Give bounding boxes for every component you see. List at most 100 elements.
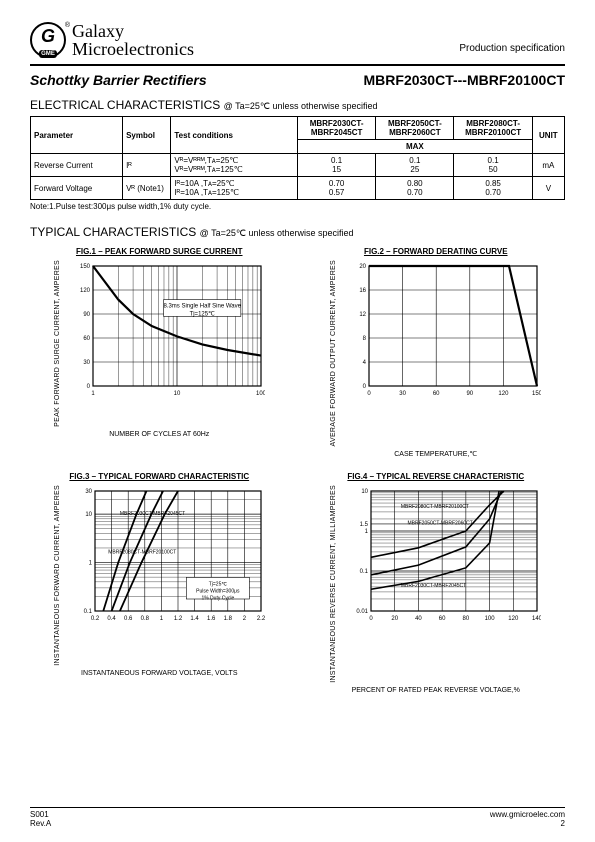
cell-cond: Vᴿ=Vᴿᴿᴹ,Tᴀ=25℃ Vᴿ=Vᴿᴿᴹ,Tᴀ=125℃ xyxy=(171,154,298,177)
cell-sym: Iᴿ xyxy=(123,154,171,177)
logo-icon: G ® GME xyxy=(30,22,66,58)
footer-right2: 2 xyxy=(561,819,565,828)
svg-text:MBRF2080CT-MBRF20100CT: MBRF2080CT-MBRF20100CT xyxy=(108,550,176,556)
svg-text:60: 60 xyxy=(433,391,440,397)
company-line1: Galaxy xyxy=(72,22,194,40)
th-parameter: Parameter xyxy=(31,117,123,154)
svg-text:0.01: 0.01 xyxy=(357,609,369,615)
svg-text:0.4: 0.4 xyxy=(107,616,116,622)
th-max: MAX xyxy=(297,140,532,154)
svg-text:1: 1 xyxy=(91,391,95,397)
svg-text:1: 1 xyxy=(159,616,163,622)
svg-text:40: 40 xyxy=(415,616,422,622)
typical-heading-cond: @ Ta=25℃ unless otherwise specified xyxy=(200,228,354,238)
svg-text:1.8: 1.8 xyxy=(223,616,232,622)
th-col1: MBRF2030CT- MBRF2045CT xyxy=(297,117,375,140)
table-row: Reverse Current Iᴿ Vᴿ=Vᴿᴿᴹ,Tᴀ=25℃ Vᴿ=Vᴿᴿ… xyxy=(31,154,565,177)
svg-text:10: 10 xyxy=(85,513,92,519)
table-row: Forward Voltage Vᴿ (Note1) Iᴿ=10A ,Tᴀ=25… xyxy=(31,177,565,200)
svg-text:100: 100 xyxy=(485,616,496,622)
chart-cell: FIG.3 – TYPICAL FORWARD CHARACTERISTIC IN… xyxy=(30,472,289,694)
company-line2: Microelectronics xyxy=(72,40,194,58)
chart-box: INSTANTANEOUS REVERSE CURRENT, MILLIAMPE… xyxy=(330,485,541,683)
svg-text:MBRF2050CT-MBRF2060CT: MBRF2050CT-MBRF2060CT xyxy=(408,521,473,527)
svg-text:30: 30 xyxy=(85,489,92,495)
logo-gme-badge: GME xyxy=(39,50,57,58)
svg-text:10: 10 xyxy=(173,391,180,397)
th-col3: MBRF2080CT- MBRF20100CT xyxy=(454,117,532,140)
logo-letter: G xyxy=(41,26,55,47)
chart-xlabel: INSTANTANEOUS FORWARD VOLTAGE, VOLTS xyxy=(81,670,237,677)
svg-text:4: 4 xyxy=(363,360,367,366)
cell-val: 0.115 xyxy=(297,154,375,177)
cell-param: Reverse Current xyxy=(31,154,123,177)
charts-grid: FIG.1 – PEAK FORWARD SURGE CURRENTPEAK F… xyxy=(30,247,565,694)
typical-heading-text: TYPICAL CHARACTERISTICS xyxy=(30,225,196,239)
footer-left1: S001 xyxy=(30,810,49,819)
svg-text:MBRF2080CT-MBRF20100CT: MBRF2080CT-MBRF20100CT xyxy=(401,504,469,510)
chart-cell: FIG.1 – PEAK FORWARD SURGE CURRENTPEAK F… xyxy=(30,247,289,458)
chart-title: FIG.3 – TYPICAL FORWARD CHARACTERISTIC xyxy=(69,472,249,481)
svg-text:2: 2 xyxy=(242,616,246,622)
electrical-heading: ELECTRICAL CHARACTERISTICS @ Ta=25℃ unle… xyxy=(30,98,565,112)
cell-unit: mA xyxy=(532,154,564,177)
cell-unit: V xyxy=(532,177,564,200)
svg-text:90: 90 xyxy=(467,391,474,397)
chart-cell: FIG.4 – TYPICAL REVERSE CHARACTERISTICIN… xyxy=(307,472,566,694)
cell-val: 0.700.57 xyxy=(297,177,375,200)
footer-rule xyxy=(30,807,565,808)
cell-cond: Iᴿ=10A ,Tᴀ=25℃ Iᴿ=10A ,Tᴀ=125℃ xyxy=(171,177,298,200)
svg-text:150: 150 xyxy=(80,264,91,270)
cell-val: 0.125 xyxy=(376,154,454,177)
svg-text:0: 0 xyxy=(368,391,372,397)
logo-block: G ® GME Galaxy Microelectronics xyxy=(30,22,194,58)
svg-text:150: 150 xyxy=(532,391,541,397)
svg-text:0: 0 xyxy=(86,384,90,390)
svg-text:10: 10 xyxy=(362,489,369,495)
svg-text:30: 30 xyxy=(400,391,407,397)
svg-text:8.3ms Single Half Sine Wave: 8.3ms Single Half Sine Wave xyxy=(163,304,241,310)
svg-text:60: 60 xyxy=(83,336,90,342)
th-symbol: Symbol xyxy=(123,117,171,154)
svg-text:20: 20 xyxy=(360,264,367,270)
chart-xlabel: PERCENT OF RATED PEAK REVERSE VOLTAGE,% xyxy=(352,687,520,694)
chart-title: FIG.2 – FORWARD DERATING CURVE xyxy=(364,247,508,256)
product-family: Schottky Barrier Rectifiers xyxy=(30,72,207,88)
production-spec-label: Production specification xyxy=(459,43,565,54)
part-number-range: MBRF2030CT---MBRF20100CT xyxy=(364,72,565,88)
svg-text:12: 12 xyxy=(360,312,367,318)
chart-ylabel: AVERAGE FORWARD OUTPUT CURRENT, AMPERES xyxy=(330,260,337,446)
chart-box: INSTANTANEOUS FORWARD CURRENT, AMPERES 0.… xyxy=(54,485,265,666)
chart-svg: 0306090120150048121620 xyxy=(341,260,541,400)
chart-xlabel: NUMBER OF CYCLES AT 60Hz xyxy=(109,431,209,438)
chart-svg: 0.20.40.60.811.21.41.61.822.20.111030Tj=… xyxy=(65,485,265,625)
electrical-table: Parameter Symbol Test conditions MBRF203… xyxy=(30,116,565,200)
svg-text:MBRF2030CT-MBRF2045CT: MBRF2030CT-MBRF2045CT xyxy=(401,583,466,589)
company-name: Galaxy Microelectronics xyxy=(72,22,194,58)
logo-registered: ® xyxy=(65,22,70,29)
svg-text:1% Duty Cycle: 1% Duty Cycle xyxy=(201,596,234,602)
svg-text:120: 120 xyxy=(509,616,520,622)
svg-text:16: 16 xyxy=(360,288,367,294)
svg-text:80: 80 xyxy=(463,616,470,622)
svg-text:0.1: 0.1 xyxy=(360,569,369,575)
chart-ylabel: INSTANTANEOUS REVERSE CURRENT, MILLIAMPE… xyxy=(330,485,337,683)
electrical-heading-text: ELECTRICAL CHARACTERISTICS xyxy=(30,98,220,112)
chart-cell: FIG.2 – FORWARD DERATING CURVE AVERAGE FO… xyxy=(307,247,566,458)
cell-val: 0.150 xyxy=(454,154,532,177)
cell-val: 0.850.70 xyxy=(454,177,532,200)
svg-text:Pulse Width=300μs: Pulse Width=300μs xyxy=(196,589,240,595)
svg-text:30: 30 xyxy=(83,360,90,366)
table-header-row-1: Parameter Symbol Test conditions MBRF203… xyxy=(31,117,565,140)
svg-text:8: 8 xyxy=(363,336,367,342)
chart-ylabel: INSTANTANEOUS FORWARD CURRENT, AMPERES xyxy=(54,485,61,666)
page-footer: S001 www.gmicroelec.com Rev.A 2 xyxy=(30,807,565,828)
th-test: Test conditions xyxy=(171,117,298,154)
svg-text:140: 140 xyxy=(532,616,541,622)
th-unit: UNIT xyxy=(532,117,564,154)
svg-text:1.5: 1.5 xyxy=(360,522,369,528)
svg-text:1.4: 1.4 xyxy=(190,616,199,622)
chart-svg: 11010003060901201508.3ms Single Half Sin… xyxy=(65,260,265,400)
svg-text:1.6: 1.6 xyxy=(207,616,216,622)
svg-text:0.1: 0.1 xyxy=(83,609,92,615)
